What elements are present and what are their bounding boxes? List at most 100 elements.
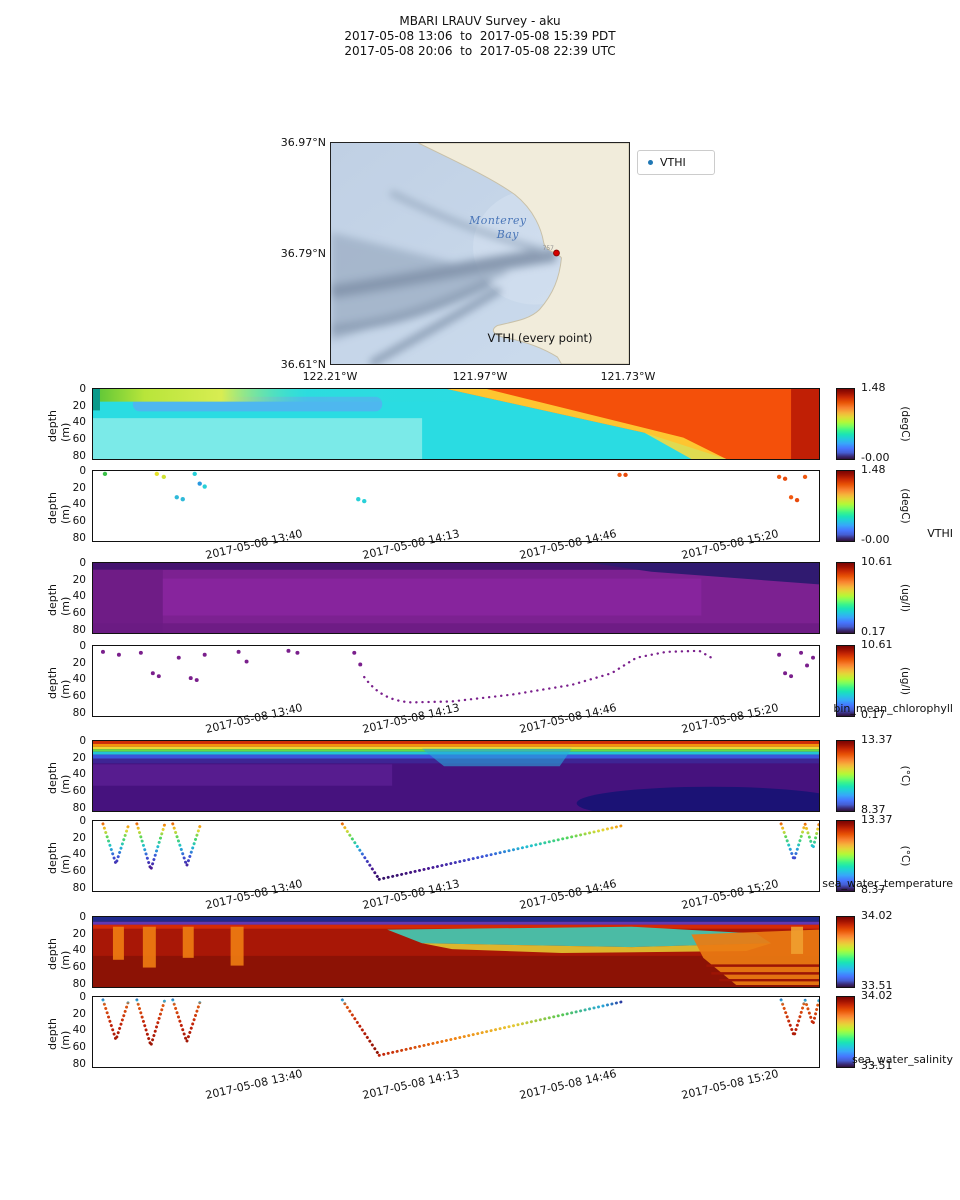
temperature-contour-image — [93, 741, 819, 811]
depth-tick: 40 — [72, 848, 86, 860]
temperature-colorbar — [836, 740, 855, 812]
colorbar-min: 8.37 — [861, 883, 886, 896]
temperature-yoyo-profiles — [101, 821, 819, 881]
colorbar-min: 33.51 — [861, 1059, 893, 1072]
chlorophyll-scatter-plot — [92, 645, 820, 717]
salinity-contour-image — [93, 917, 819, 987]
colorbar-max: 34.02 — [861, 909, 893, 922]
map-lat-tick: 36.79°N — [280, 247, 326, 260]
depth-tick: 20 — [72, 657, 86, 669]
depth-tick: 0 — [79, 465, 86, 477]
figure-subtitle-utc: 2017-05-08 20:06 to 2017-05-08 22:39 UTC — [344, 44, 616, 58]
map-depth-annotation: 757 — [543, 245, 555, 252]
monterey-bay-map: Monterey Bay 757 — [330, 142, 630, 365]
vthi-points — [102, 471, 808, 504]
map-lon-tick: 121.97°W — [452, 370, 508, 383]
depth-tick: 40 — [72, 673, 86, 685]
salinity-profiles — [101, 997, 819, 1057]
legend-label: VTHI — [660, 156, 686, 169]
section-salinity-contour: depth (m) 0 20 40 60 80 — [0, 909, 960, 992]
time-tick-label: 2017-05-08 14:46 — [518, 1067, 618, 1102]
depth-tick: 80 — [72, 978, 86, 990]
parameter-label: VTHI — [927, 527, 953, 540]
temperature-contour-plot — [92, 740, 820, 812]
depth-tick: 0 — [79, 735, 86, 747]
colorbar-max: 1.48 — [861, 463, 886, 476]
depth-tick: 40 — [72, 590, 86, 602]
depth-tick: 80 — [72, 1058, 86, 1070]
section-chlorophyll-scatter: depth (m) 0 20 40 60 80 bin_mean_chlorop… — [0, 638, 960, 721]
chlorophyll-scatter-points — [100, 648, 816, 704]
depth-tick: 80 — [72, 882, 86, 894]
map-land — [418, 143, 629, 364]
colorbar-min: -0.00 — [861, 533, 890, 546]
legend-marker-icon — [648, 160, 653, 165]
map-lat-tick: 36.97°N — [280, 136, 326, 149]
depth-tick: 0 — [79, 383, 86, 395]
temperature-scatter-colorbar — [836, 820, 855, 892]
section-vthi-scatter: depth (m) 0 20 40 60 80 VTHI — [0, 463, 960, 546]
section-salinity-scatter: depth (m) 0 20 40 60 80 — [0, 989, 960, 1072]
vehicle-track-marker — [553, 249, 560, 257]
depth-tick: 40 — [72, 498, 86, 510]
colorbar-max: 10.61 — [861, 555, 893, 568]
map-canvas: Monterey Bay 757 — [331, 143, 629, 364]
depth-tick: 20 — [72, 832, 86, 844]
vthi-contour-image — [93, 389, 819, 459]
depth-tick: 20 — [72, 574, 86, 586]
colorbar-min: 0.17 — [861, 708, 886, 721]
chlorophyll-contour-plot — [92, 562, 820, 634]
colorbar-units: (degC) — [899, 406, 911, 442]
depth-tick: 60 — [72, 607, 86, 619]
colorbar-min: 33.51 — [861, 979, 893, 992]
colorbar-max: 10.61 — [861, 638, 893, 651]
time-tick-label: 2017-05-08 13:40 — [204, 1067, 304, 1102]
depth-tick: 20 — [72, 928, 86, 940]
chlorophyll-dive-chain — [363, 649, 713, 704]
map-caption: VTHI (every point) — [487, 331, 593, 345]
salinity-yoyo-streaks — [112, 926, 244, 968]
depth-tick: 40 — [72, 768, 86, 780]
depth-tick: 20 — [72, 1008, 86, 1020]
map-place-label-line2: Bay — [496, 228, 520, 241]
salinity-yoyo-profiles — [101, 997, 819, 1057]
chlorophyll-colorbar — [836, 562, 855, 634]
salinity-contour-plot — [92, 916, 820, 988]
vthi-scatter-plot — [92, 470, 820, 542]
colorbar-units: (ug/l) — [899, 667, 911, 695]
depth-tick: 60 — [72, 690, 86, 702]
depth-tick: 0 — [79, 557, 86, 569]
depth-tick: 20 — [72, 752, 86, 764]
depth-tick: 80 — [72, 450, 86, 462]
vthi-scatter-points — [102, 471, 808, 504]
map-canyon-bathymetry — [331, 189, 557, 364]
salinity-scatter-colorbar — [836, 996, 855, 1068]
map-lat-tick: 36.61°N — [280, 358, 326, 371]
depth-tick: 20 — [72, 400, 86, 412]
colorbar-units: (°C) — [899, 845, 911, 867]
depth-tick: 60 — [72, 433, 86, 445]
figure-title-block: MBARI LRAUV Survey - aku 2017-05-08 13:0… — [0, 14, 960, 59]
colorbar-units: (degC) — [899, 488, 911, 524]
temperature-scatter-plot — [92, 820, 820, 892]
vthi-scatter-colorbar — [836, 470, 855, 542]
section-chlorophyll-contour: depth (m) 0 20 40 60 80 10.61 0.17 (ug/l… — [0, 555, 960, 638]
vthi-contour-plot — [92, 388, 820, 460]
chlorophyll-points — [100, 648, 816, 682]
colorbar-max: 13.37 — [861, 813, 893, 826]
depth-tick: 60 — [72, 1041, 86, 1053]
salinity-scatter-plot — [92, 996, 820, 1068]
depth-tick: 80 — [72, 532, 86, 544]
temperature-profiles — [101, 821, 819, 881]
colorbar-max: 34.02 — [861, 989, 893, 1002]
map-lon-tick: 121.73°W — [600, 370, 656, 383]
vthi-colorbar — [836, 388, 855, 460]
depth-tick: 40 — [72, 944, 86, 956]
depth-tick: 60 — [72, 865, 86, 877]
colorbar-max: 1.48 — [861, 381, 886, 394]
depth-tick: 40 — [72, 416, 86, 428]
colorbar-units: (°C) — [899, 765, 911, 787]
section-temperature-scatter: depth (m) 0 20 40 60 80 — [0, 813, 960, 896]
depth-tick: 40 — [72, 1024, 86, 1036]
chlorophyll-contour-image — [93, 563, 819, 633]
